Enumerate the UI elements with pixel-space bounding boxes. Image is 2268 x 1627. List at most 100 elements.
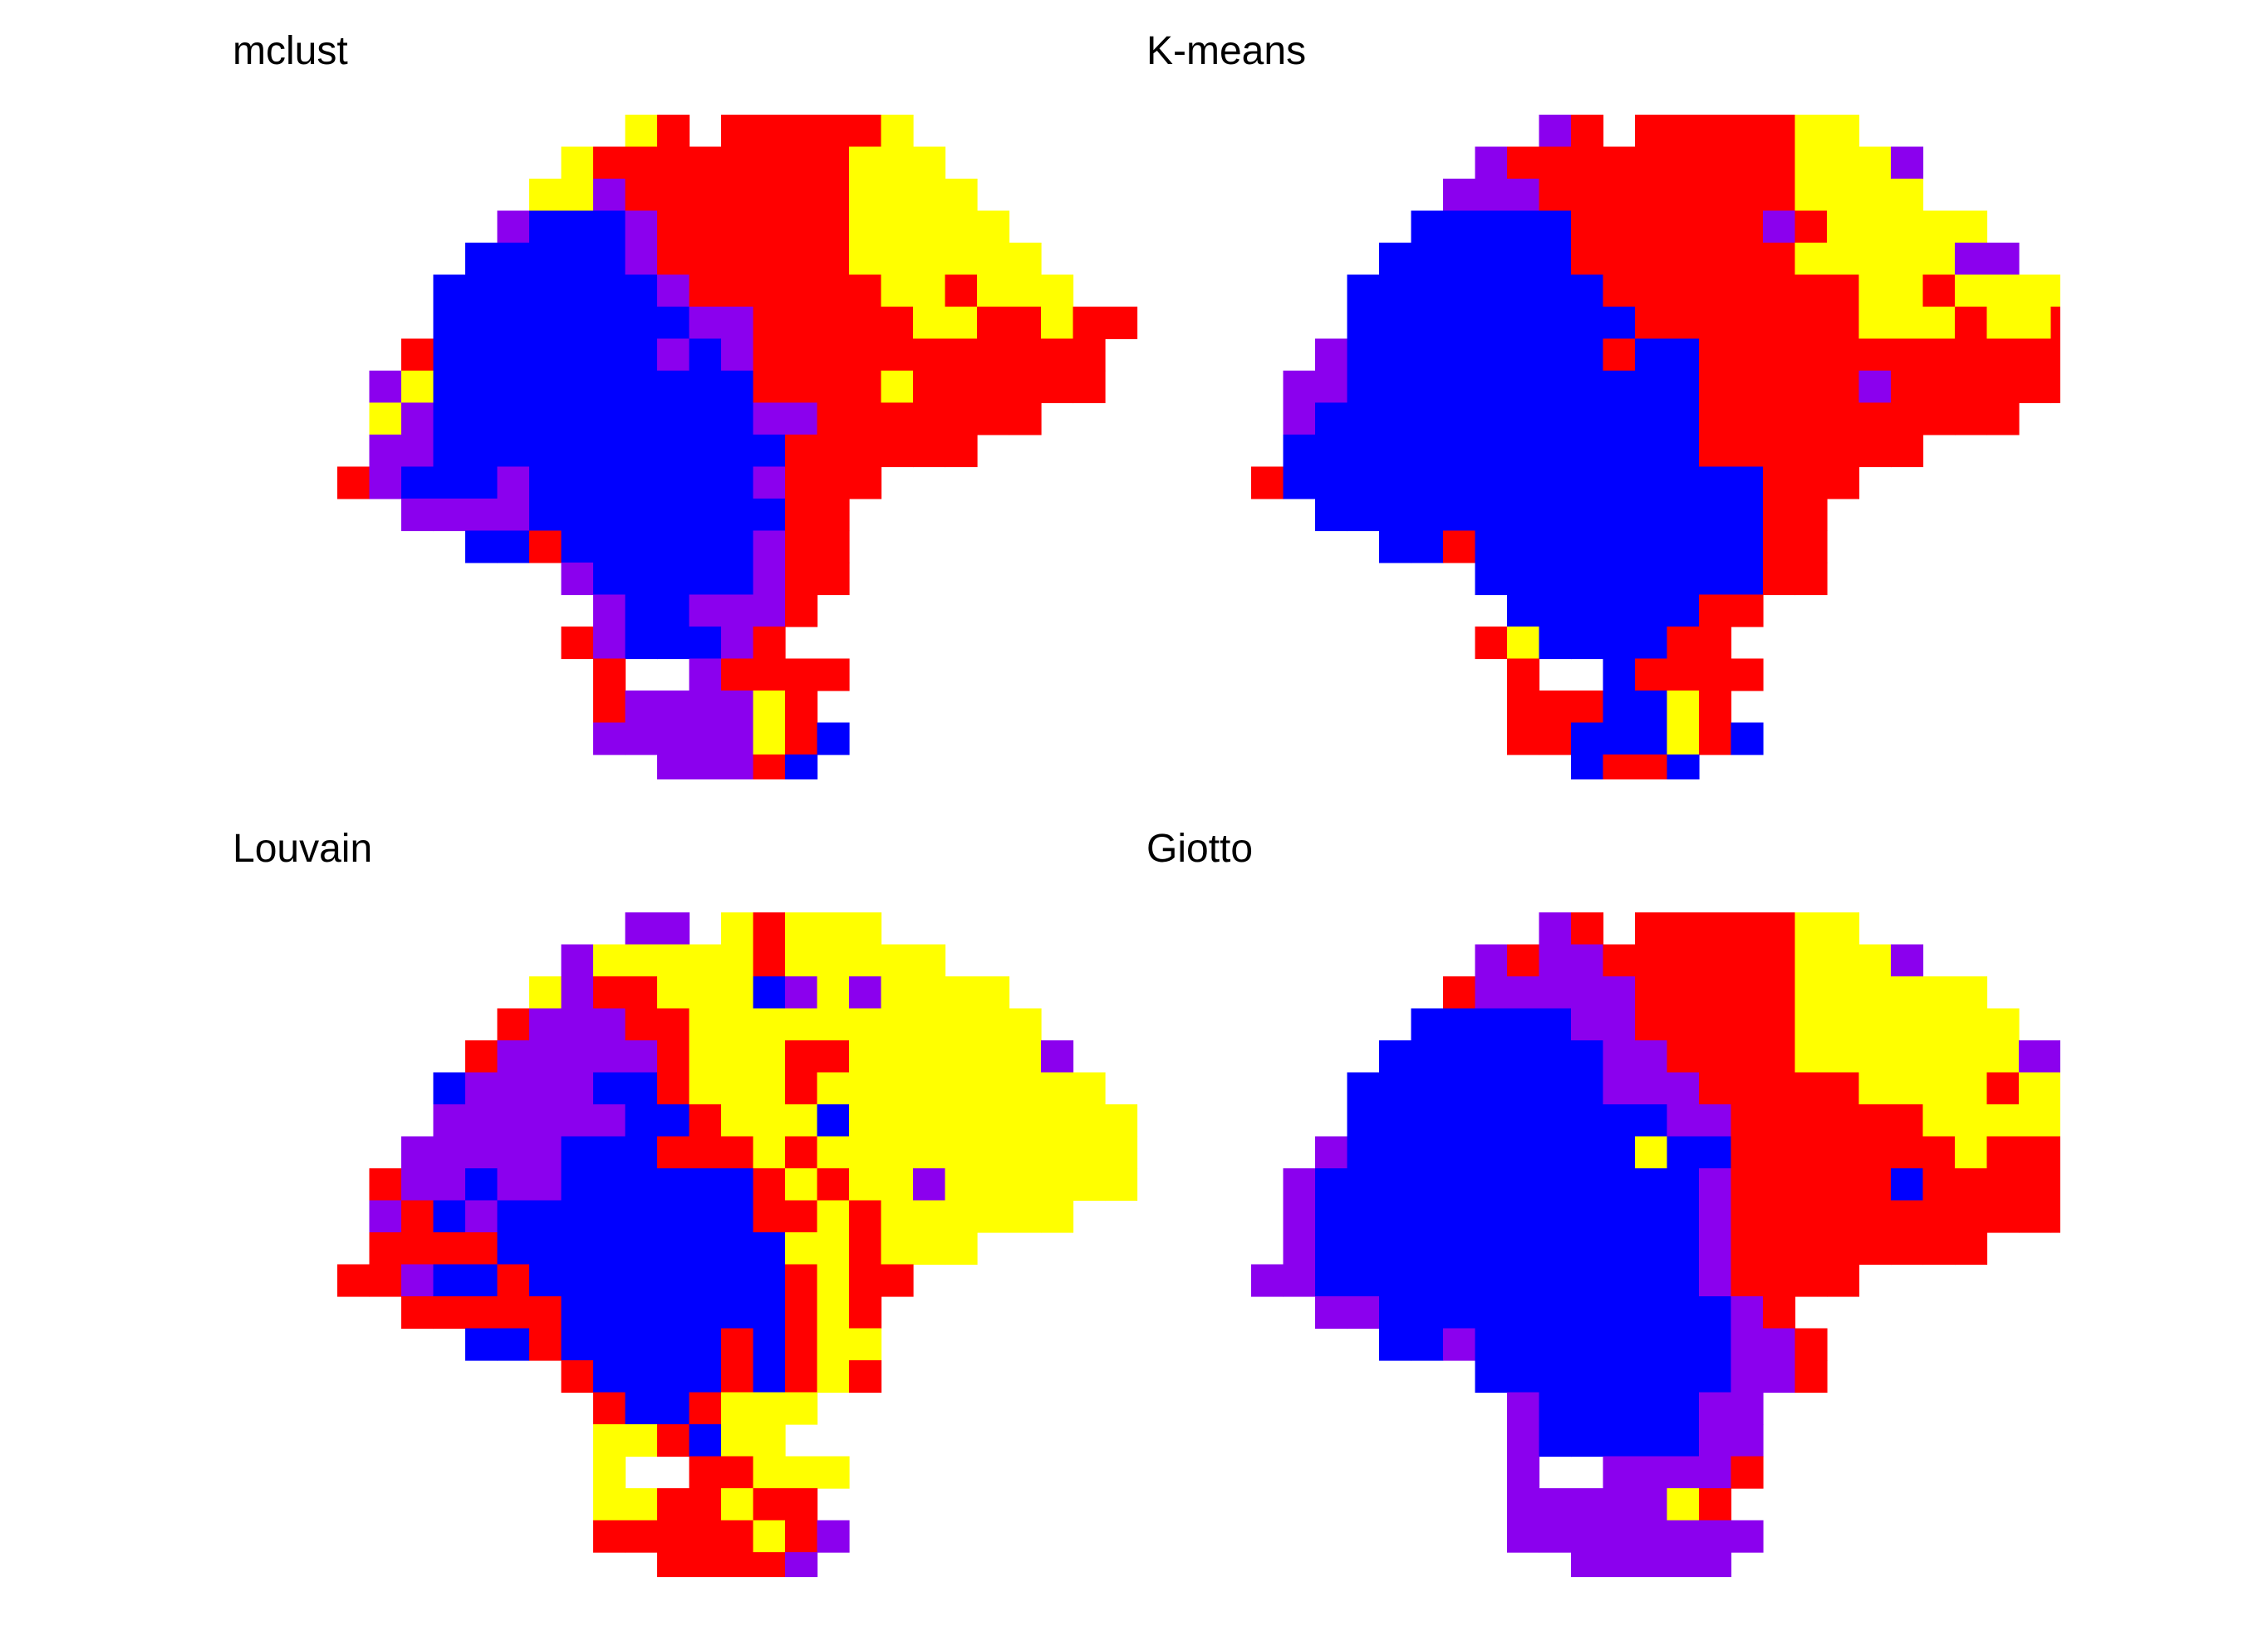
cell-blue [689, 563, 722, 596]
cell-red [1635, 179, 1668, 212]
cell-red [1730, 402, 1764, 435]
cell-blue [1379, 1200, 1412, 1233]
cell-red [785, 1360, 818, 1394]
cell-blue [1699, 1296, 1732, 1330]
cell-blue [1347, 1072, 1380, 1105]
cell-red [753, 371, 786, 404]
cell-red [721, 1360, 754, 1394]
cell-red [1667, 944, 1700, 977]
cell-red [1041, 371, 1074, 404]
cell-red [1986, 1072, 2020, 1105]
cell-blue [1699, 1136, 1732, 1169]
cell-purple [1763, 1360, 1796, 1394]
cell-blue [1571, 755, 1604, 779]
cell-red [785, 530, 818, 563]
cell-yellow [1794, 1008, 1828, 1041]
cell-red [721, 1552, 754, 1577]
spatial-cluster-map [337, 912, 1138, 1577]
cell-red [1827, 1168, 1860, 1202]
cell-blue [1571, 338, 1604, 371]
cell-blue [689, 338, 722, 371]
cell-red [1699, 307, 1732, 340]
cell-blue [1347, 435, 1380, 468]
cell-yellow [1794, 243, 1828, 276]
cell-yellow [785, 1008, 818, 1041]
cell-blue [593, 210, 626, 243]
cell-blue [529, 499, 562, 532]
cell-red [945, 435, 978, 468]
cell-blue [1539, 1424, 1572, 1457]
cell-blue [1539, 210, 1572, 243]
cell-red [817, 338, 850, 371]
cell-blue [433, 307, 466, 340]
cell-red [785, 274, 818, 307]
cell-blue [1507, 1232, 1540, 1266]
cell-blue [625, 1104, 658, 1138]
cell-red [817, 1168, 850, 1202]
cell-red [2050, 371, 2060, 404]
cell-red [849, 1264, 882, 1297]
cell-blue [657, 1360, 690, 1394]
cell-blue [625, 1232, 658, 1266]
cell-red [1827, 307, 1860, 340]
cell-blue [1507, 243, 1540, 276]
cell-blue [657, 594, 690, 627]
cell-yellow [945, 210, 978, 243]
cell-blue [1730, 722, 1764, 755]
cell-blue [1475, 1360, 1508, 1394]
cell-purple [1539, 1520, 1572, 1553]
cell-purple [1699, 1232, 1732, 1266]
cell-red [1635, 307, 1668, 340]
cell-blue [689, 530, 722, 563]
cell-blue [1571, 435, 1604, 468]
cell-yellow [849, 912, 882, 946]
cell-blue [1411, 435, 1444, 468]
cell-blue [593, 530, 626, 563]
cell-red [689, 1136, 722, 1169]
cell-blue [1571, 1232, 1604, 1266]
cell-blue [625, 1328, 658, 1361]
cell-blue [1539, 499, 1572, 532]
cell-purple [721, 594, 754, 627]
cell-blue [465, 1168, 498, 1202]
cell-red [785, 563, 818, 596]
cell-yellow [817, 1136, 850, 1169]
cell-blue [1539, 1072, 1572, 1105]
cell-blue [689, 1200, 722, 1233]
cell-purple [497, 1136, 530, 1169]
cell-red [1507, 658, 1540, 691]
cell-purple [689, 307, 722, 340]
cell-blue [1475, 1328, 1508, 1361]
cell-blue [1507, 530, 1540, 563]
cell-purple [1635, 1552, 1668, 1577]
cell-blue [561, 1264, 594, 1297]
cell-red [1667, 627, 1700, 660]
cell-red [1635, 274, 1668, 307]
cell-yellow [689, 976, 722, 1010]
cell-red [1635, 115, 1668, 148]
cell-yellow [977, 1168, 1010, 1202]
cell-blue [593, 243, 626, 276]
cell-red [785, 1264, 818, 1297]
cell-yellow [817, 1232, 850, 1266]
cell-red [1603, 944, 1636, 977]
cell-red [1794, 1328, 1828, 1361]
cell-purple [1891, 146, 1924, 179]
cell-purple [529, 1072, 562, 1105]
cell-yellow [2050, 1072, 2060, 1105]
cell-blue [1475, 210, 1508, 243]
cell-red [1891, 1200, 1924, 1233]
cell-blue [689, 627, 722, 660]
cell-blue [1635, 722, 1668, 755]
cell-blue [1475, 1040, 1508, 1074]
cell-yellow [1041, 307, 1074, 340]
cell-blue [1635, 594, 1668, 627]
panel-kmeans: K-means [1146, 32, 2060, 829]
cell-purple [401, 402, 434, 435]
cell-blue [1379, 1168, 1412, 1202]
cell-purple [1667, 1104, 1700, 1138]
cell-purple [1635, 1488, 1668, 1521]
cell-red [753, 627, 786, 660]
cell-blue [561, 1232, 594, 1266]
cell-blue [1667, 1392, 1700, 1425]
